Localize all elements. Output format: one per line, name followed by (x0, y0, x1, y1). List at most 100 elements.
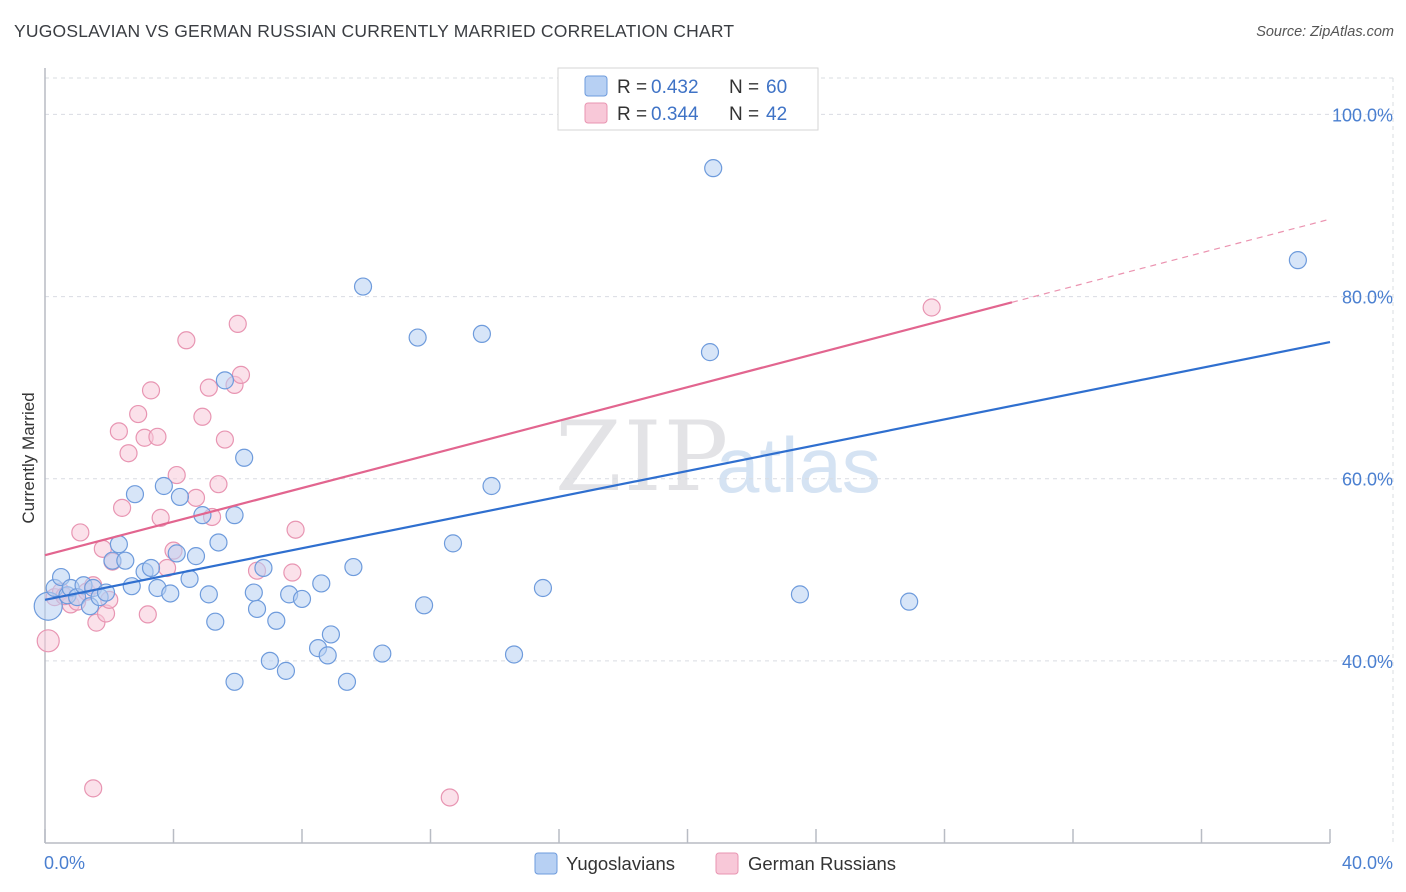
yugoslavian-point (704, 159, 723, 178)
german-russian-point (112, 498, 132, 517)
legend-n-label-1: N = (729, 77, 759, 98)
yugoslavian-point (408, 328, 427, 347)
yugoslavian-point (276, 661, 296, 680)
yugoslavian-point (260, 651, 279, 670)
yugoslavian-point (186, 547, 206, 566)
yugoslavian-point (267, 611, 286, 630)
german-russian-point (177, 331, 196, 350)
yugoslavian-point (247, 599, 267, 619)
x-tick-label-min: 0.0% (44, 853, 85, 873)
legend-n-value-2: 42 (766, 104, 787, 125)
yugoslavian-point (790, 585, 810, 604)
yugoslavian-point (443, 534, 463, 553)
yugoslavian-point (533, 578, 553, 598)
yugoslavian-point (170, 487, 190, 507)
yugoslavian-point (254, 558, 273, 578)
yugoslavian-point (116, 551, 135, 570)
yugoslavian-point (225, 506, 244, 525)
legend-n-label-2: N = (729, 104, 759, 125)
german-russian-point (193, 407, 212, 426)
trend-lines (44, 218, 1331, 601)
german-russian-point (167, 465, 186, 485)
yugoslavian-point (900, 592, 919, 611)
legend-bottom-label-german-russians: German Russians (748, 853, 896, 874)
yugoslavian-point (167, 544, 186, 563)
yugoslavian-point (161, 584, 180, 603)
yugoslavian-point (209, 533, 228, 552)
german-russian-point (228, 314, 247, 333)
legend-top: R = 0.432 N = 60 R = 0.344 N = 42 (557, 67, 819, 131)
trend-line-german-russians (44, 301, 1013, 557)
yugoslavian-point (700, 343, 720, 362)
german-russian-point (922, 298, 941, 317)
yugoslavian-point (206, 612, 225, 631)
chart-title: YUGOSLAVIAN VS GERMAN RUSSIAN CURRENTLY … (14, 21, 735, 41)
german-russian-point (231, 365, 251, 384)
yugoslavian-point (292, 589, 312, 609)
german-russian-point (141, 381, 161, 400)
german-russian-point (286, 520, 305, 539)
watermark-zip: ZIP (555, 401, 730, 513)
yugoslavian-point (504, 645, 524, 664)
legend-n-value-1: 60 (766, 77, 787, 98)
yugoslavian-point (312, 574, 331, 593)
yugoslavian-point (321, 625, 341, 644)
yugoslavian-point (225, 672, 244, 691)
german-russian-point (209, 475, 228, 494)
legend-r-value-1: 0.432 (651, 77, 699, 98)
german-russian-point (84, 779, 103, 798)
german-russian-point (109, 422, 128, 441)
german-russian-point (119, 444, 138, 463)
yugoslavian-point (482, 476, 501, 496)
german-russian-point (129, 404, 148, 424)
trend-line-yugoslavians (44, 341, 1331, 601)
y-tick-labels: 40.0% 60.0% 80.0% 100.0% (1332, 105, 1393, 671)
german-russian-point (186, 488, 206, 507)
yugoslavian-point (199, 585, 218, 604)
yugoslavian-point (235, 448, 254, 467)
yugoslavian-point (373, 644, 392, 663)
yugoslavian-point (215, 371, 234, 390)
y-tick-label-40: 40.0% (1342, 652, 1393, 672)
german-russian-point (71, 523, 90, 542)
legend-r-label-2: R = (617, 104, 647, 125)
german-russian-point (199, 378, 218, 397)
y-axis-title: Currently Married (19, 392, 38, 523)
watermark-atlas: atlas (716, 421, 881, 509)
german-russian-point (215, 430, 234, 449)
x-tick-label-max: 40.0% (1342, 853, 1393, 873)
legend-r-value-2: 0.344 (651, 104, 699, 125)
legend-bottom-swatch-german-russians (715, 852, 739, 875)
trend-line-german-russians-extension (1011, 218, 1331, 303)
german-russian-point (148, 427, 167, 446)
y-tick-label-60: 60.0% (1342, 470, 1393, 490)
yugoslavian-point (353, 277, 373, 296)
yugoslavian-point (344, 557, 363, 577)
y-tick-label-100: 100.0% (1332, 105, 1393, 125)
legend-bottom: Yugoslavians German Russians (534, 852, 896, 875)
german-russian-point (440, 788, 459, 807)
yugoslavian-point (337, 672, 357, 691)
yugoslavian-point (125, 485, 145, 504)
source-credit: Source: ZipAtlas.com (1256, 24, 1394, 40)
yugoslavian-point (414, 596, 434, 615)
yugoslavian-point (141, 558, 161, 578)
yugoslavian-point (244, 583, 263, 602)
legend-bottom-label-yugoslavians: Yugoslavians (566, 853, 675, 874)
y-tick-label-80: 80.0% (1342, 288, 1393, 308)
yugoslavian-point (1288, 251, 1307, 270)
german-russian-point (36, 629, 60, 653)
series-yugoslavians-points (33, 159, 1307, 691)
x-tick-labels: 0.0% 40.0% (44, 853, 1393, 873)
yugoslavian-point (472, 324, 491, 344)
yugoslavian-point (154, 476, 173, 496)
legend-bottom-swatch-yugoslavians (534, 852, 558, 875)
german-russian-point (138, 605, 157, 624)
legend-r-label-1: R = (617, 77, 647, 98)
legend-swatch-german-russians (584, 102, 608, 124)
yugoslavian-point (318, 646, 337, 665)
axes (44, 68, 1331, 844)
german-russian-point (151, 508, 170, 527)
legend-swatch-yugoslavians (584, 75, 608, 97)
